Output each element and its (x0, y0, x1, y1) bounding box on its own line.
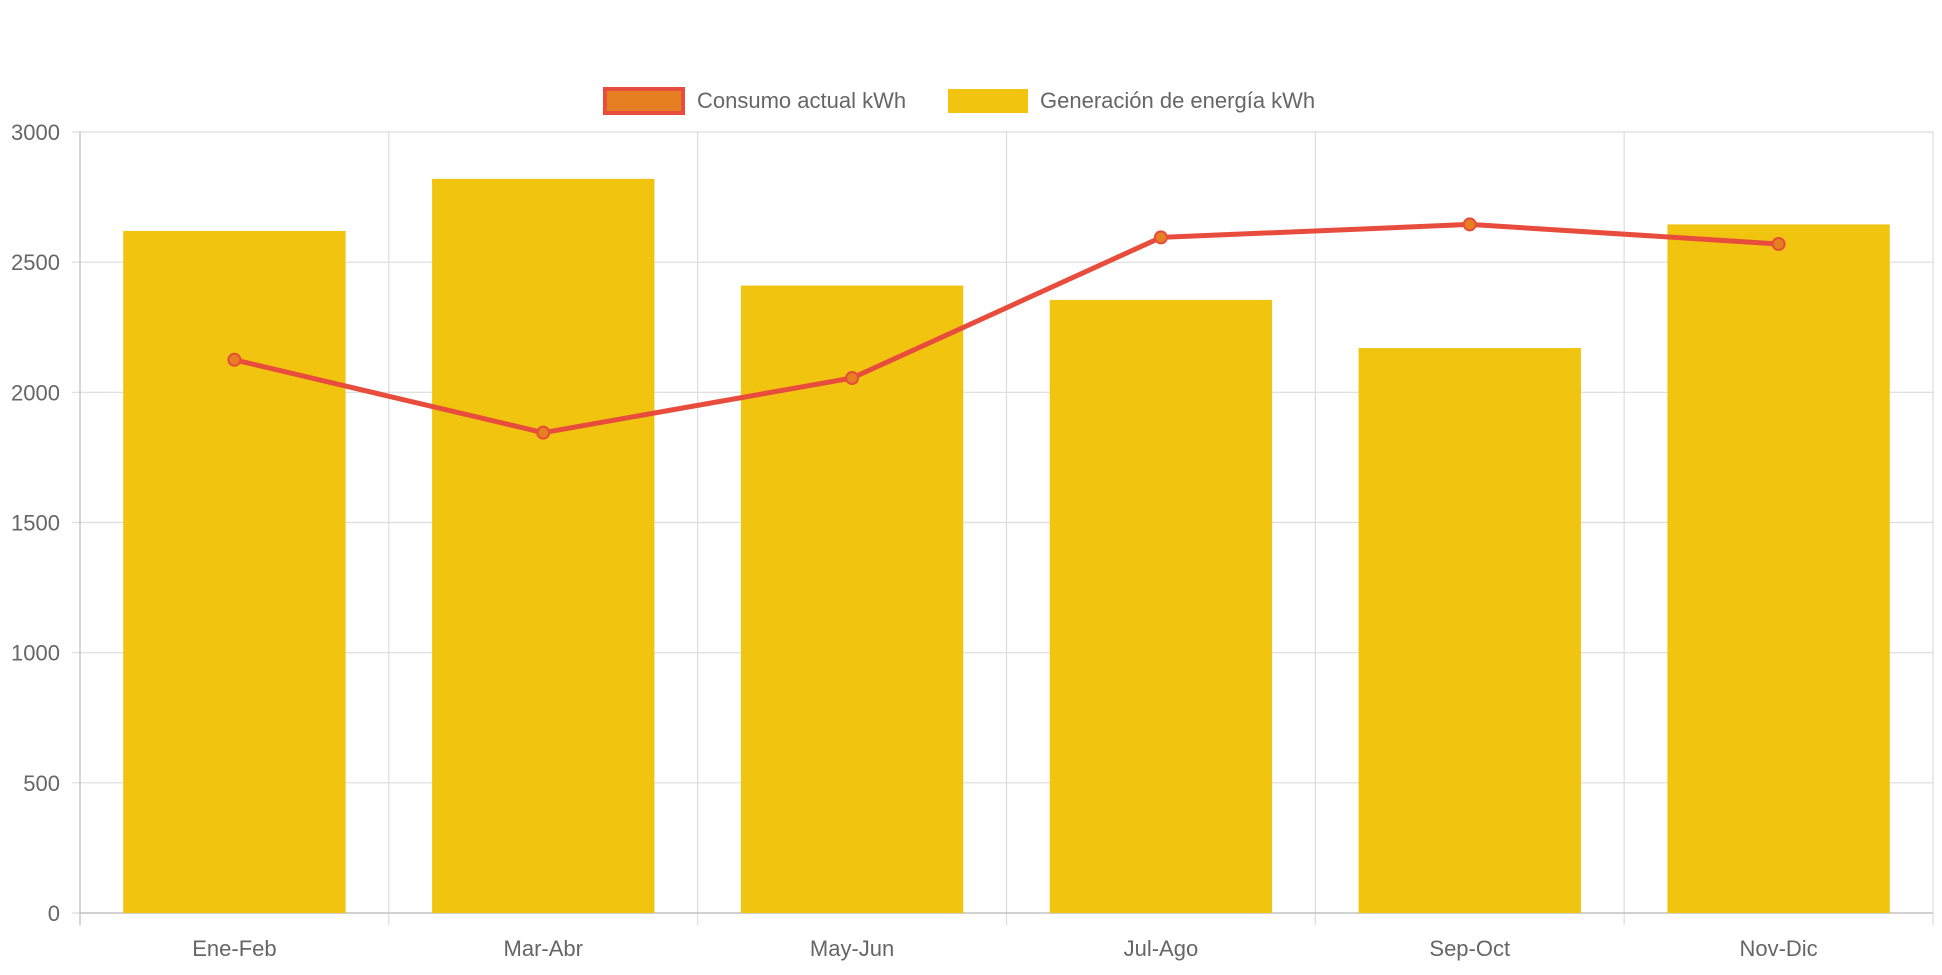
y-tick-label: 0 (48, 901, 60, 926)
bar-mar-abr[interactable] (432, 178, 655, 914)
x-tick-label: Jul-Ago (1124, 936, 1199, 961)
y-tick-label: 2000 (11, 380, 60, 405)
legend-swatch-consumo[interactable] (603, 87, 685, 115)
bar-jul-ago[interactable] (1049, 299, 1273, 913)
x-tick-label: Mar-Abr (504, 936, 583, 961)
x-tick-label: Sep-Oct (1429, 936, 1510, 961)
bar-ene-feb[interactable] (123, 230, 346, 914)
grid (72, 131, 1934, 925)
y-tick-label: 500 (23, 771, 60, 796)
consumo-point-jul-ago[interactable] (1153, 230, 1168, 245)
consumo-point-nov-dic[interactable] (1771, 236, 1786, 251)
line-series (227, 217, 1786, 440)
legend-label-generacion[interactable]: Generación de energía kWh (1040, 88, 1315, 113)
x-tick-label: Nov-Dic (1739, 936, 1817, 961)
legend: Consumo actual kWh Generación de energía… (603, 87, 1315, 115)
x-tick-label: May-Jun (810, 936, 894, 961)
y-tick-label: 2500 (11, 250, 60, 275)
consumo-point-ene-feb[interactable] (227, 352, 242, 367)
consumo-point-sep-oct[interactable] (1462, 217, 1477, 232)
bars (123, 178, 1890, 914)
y-axis: 0 500 1000 1500 2000 2500 3000 (11, 120, 60, 926)
y-tick-label: 3000 (11, 120, 60, 145)
y-tick-label: 1000 (11, 641, 60, 666)
x-axis: Ene-Feb Mar-Abr May-Jun Jul-Ago Sep-Oct Nov-D… (192, 936, 1817, 961)
y-tick-label: 1500 (11, 511, 60, 536)
bar-nov-dic[interactable] (1667, 224, 1890, 913)
x-tick-label: Ene-Feb (192, 936, 276, 961)
consumo-line (233, 221, 1779, 436)
bar-sep-oct[interactable] (1358, 348, 1581, 913)
consumo-point-may-jun[interactable] (845, 371, 860, 386)
consumo-point-mar-abr[interactable] (536, 425, 551, 440)
legend-swatch-generacion[interactable] (948, 89, 1028, 113)
legend-label-consumo[interactable]: Consumo actual kWh (697, 88, 906, 113)
